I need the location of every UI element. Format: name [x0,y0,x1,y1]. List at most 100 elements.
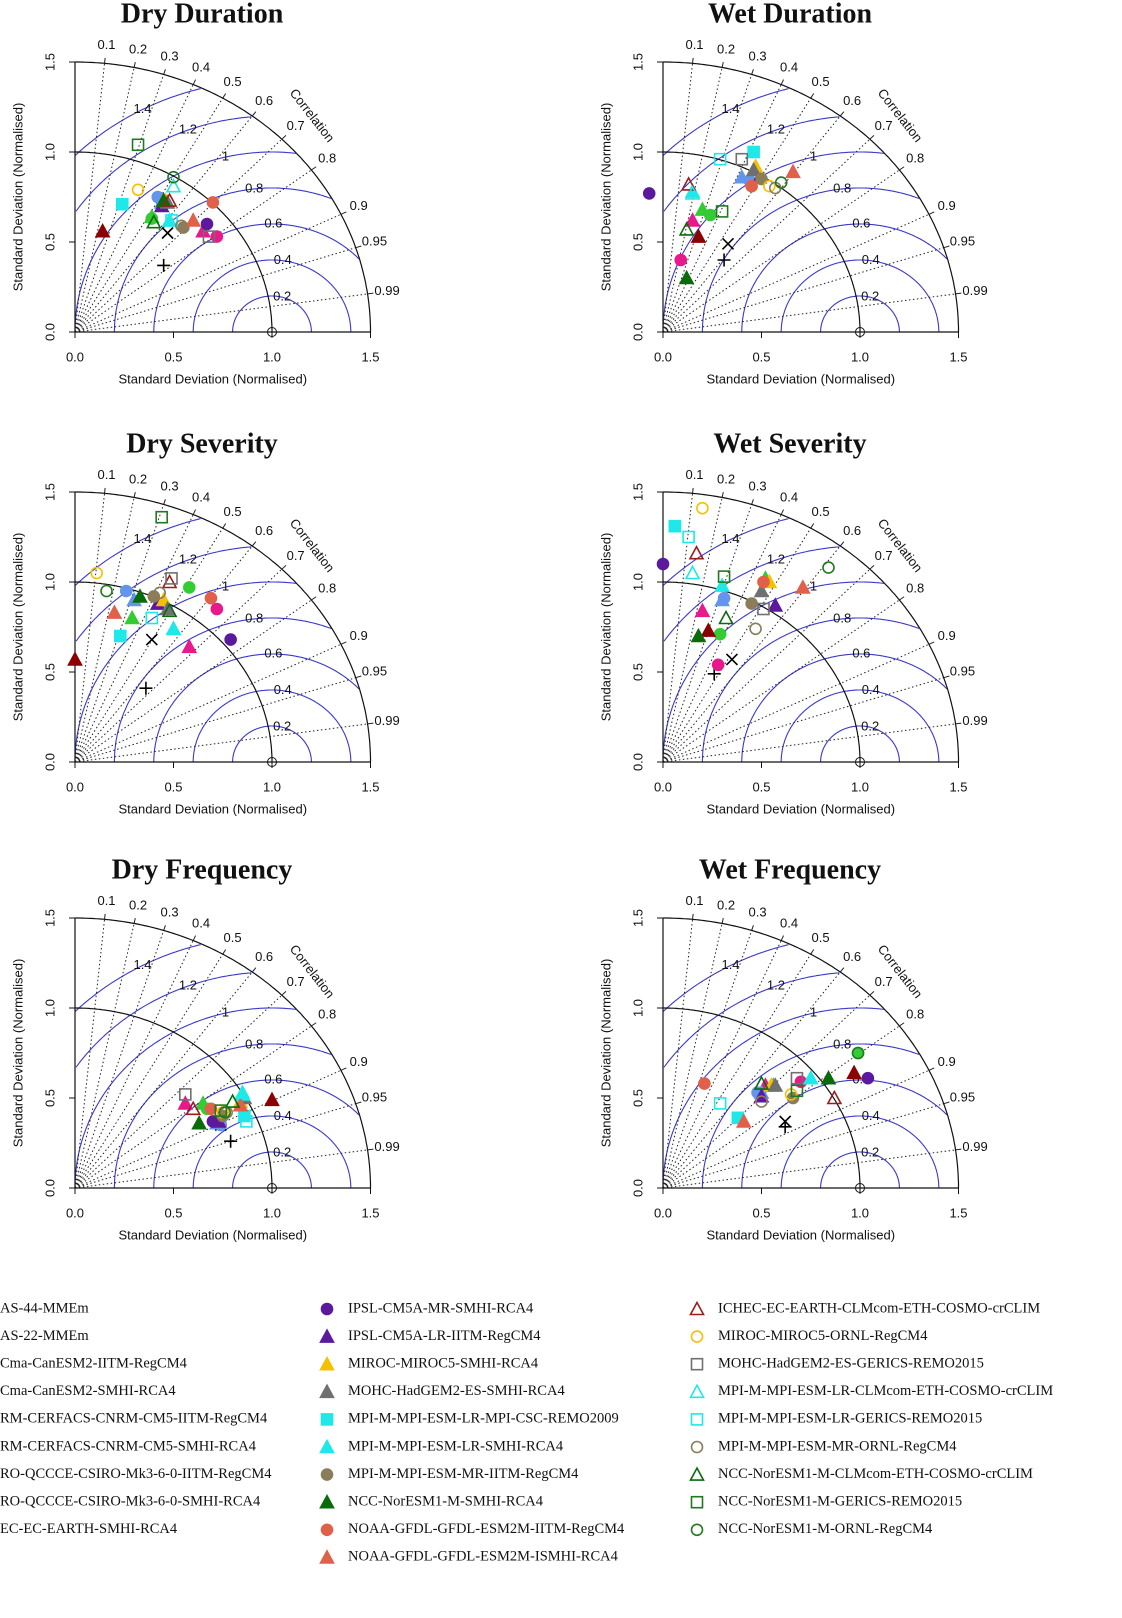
marker [790,1084,804,1098]
rms-contour [741,223,948,332]
marker [175,219,188,233]
marker [656,557,670,571]
legend-label: AS-22-MMEm [0,1328,89,1344]
outer-arc [75,917,372,1188]
rms-label: 1.2 [767,122,785,137]
marker [689,1383,705,1399]
rms-contour [820,295,900,332]
legend-label: Cma-CanESM2-SMHI-RCA4 [0,1383,176,1399]
correlation-tick [133,492,136,498]
rms-contour [663,546,840,642]
marker [846,1064,862,1080]
correlation-line [74,568,283,763]
rms-label: 0.2 [861,289,879,304]
correlation-label: 0.4 [780,489,798,504]
correlation-label: 0.9 [350,1054,368,1069]
correlation-label: 0.4 [780,59,798,74]
legend-label: MPI-M-MPI-ESM-LR-GERICS-REMO2015 [718,1411,982,1427]
correlation-line [662,677,944,763]
legend-label: IPSL-CM5A-LR-IITM-RegCM4 [348,1328,541,1344]
rms-contour [780,259,940,332]
marker [165,620,182,636]
correlation-label: 0.99 [962,1139,987,1154]
marker [790,1071,804,1085]
correlation-tick [355,245,362,249]
reference-arc [663,581,861,762]
legend-label: ICHEC-EC-EARTH-CLMcom-ETH-COSMO-crCLIM [718,1300,1040,1316]
marker [714,577,730,592]
legend-label: MPI-M-MPI-ESM-LR-SMHI-RCA4 [348,1438,564,1454]
rms-label: 1.2 [179,552,197,567]
marker [124,609,140,625]
correlation-label: 0.3 [749,905,767,920]
rms-label: 0.4 [274,682,292,697]
legend-label: NOAA-GFDL-GFDL-ESM2M-IITM-RegCM4 [348,1521,625,1537]
correlation-line [74,293,368,333]
marker [689,1300,705,1316]
rms-contour [741,1079,948,1188]
correlation-label: 0.6 [255,949,273,964]
correlation-title: Correlation [287,516,338,575]
rms-label: 1 [810,149,817,164]
correlation-line [662,545,841,763]
chart-title: Dry Frequency [112,854,293,885]
correlation-line [662,953,812,1189]
correlation-label: 0.6 [843,949,861,964]
correlation-label: 0.6 [255,93,273,108]
marker [802,1070,819,1085]
marker [191,1115,207,1130]
x-axis-label: Standard Deviation (Normalised) [118,801,307,816]
marker [718,609,734,625]
correlation-label: 0.2 [129,41,147,56]
legend-label: Cma-CanESM2-IITM-RegCM4 [0,1356,188,1372]
marker [131,138,145,152]
correlation-line [662,293,956,333]
marker [155,510,168,524]
rms-contour [662,1007,885,1188]
marker [680,176,697,191]
correlation-label: 0.2 [717,41,735,56]
rms-label: 1.4 [133,531,151,546]
correlation-line [74,527,224,763]
y-tick-label: 1.5 [42,53,57,71]
correlation-label: 0.99 [374,1139,399,1154]
marker [749,622,762,636]
correlation-line [662,497,723,763]
rms-contour [113,1043,332,1188]
legend-label: NOAA-GFDL-GFDL-ESM2M-ISMHI-RCA4 [348,1549,619,1565]
correlation-tick [163,499,166,505]
correlation-label: 0.3 [749,479,767,494]
rms-contour [701,1043,920,1188]
marker [185,1100,202,1116]
y-tick-label: 0.5 [630,1089,645,1107]
legend-label: MPI-M-MPI-ESM-LR-CLMcom-ETH-COSMO-crCLIM [718,1383,1053,1399]
marker [668,519,682,533]
marker [114,629,127,643]
correlation-line [74,63,106,333]
correlation-tick [955,292,962,295]
correlation-line [74,643,342,763]
rms-contour [232,725,312,762]
marker [139,681,153,695]
y-tick-label: 1.5 [42,909,57,927]
marker [688,545,705,560]
rms-label: 0.4 [862,1108,880,1123]
correlation-tick [839,111,845,117]
marker [778,1120,792,1134]
rms-contour [75,116,252,212]
marker [165,620,182,636]
rms-label: 0.8 [833,1036,851,1051]
correlation-line [74,940,194,1189]
marker [319,1328,335,1343]
correlation-tick [281,990,287,996]
correlation-label: 0.6 [843,93,861,108]
marker [690,228,707,243]
marker [715,205,729,218]
marker [320,1523,334,1537]
marker [157,258,171,272]
marker [757,575,770,589]
correlation-label: 0.9 [350,628,368,643]
y-tick-label: 1.5 [630,909,645,927]
x-tick-label: 0.0 [66,349,84,364]
rms-contour [662,518,789,586]
